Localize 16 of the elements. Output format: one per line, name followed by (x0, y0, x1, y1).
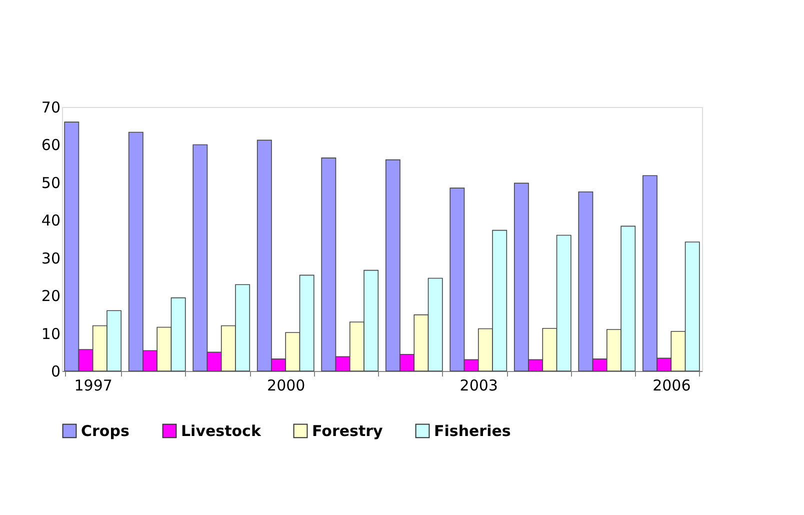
x-tick-label: 1997 (74, 376, 112, 394)
y-tick-label: 30 (41, 249, 60, 268)
legend-label: Livestock (181, 422, 262, 440)
legend-label: Crops (81, 422, 130, 440)
x-tick-label: 2006 (652, 376, 691, 394)
y-tick-label: 10 (41, 324, 60, 343)
y-tick-label: 20 (41, 287, 60, 306)
y-tick-label: 60 (41, 136, 60, 154)
y-tick-label: 0 (50, 362, 60, 380)
x-tick-label: 2000 (267, 376, 306, 394)
x-tick-label: 2003 (460, 376, 498, 394)
legend-label: Forestry (312, 422, 384, 440)
y-tick-label: 70 (41, 98, 60, 116)
y-tick-label: 50 (41, 174, 60, 192)
y-tick-label: 40 (41, 212, 60, 230)
legend-label: Fisheries (434, 422, 511, 440)
